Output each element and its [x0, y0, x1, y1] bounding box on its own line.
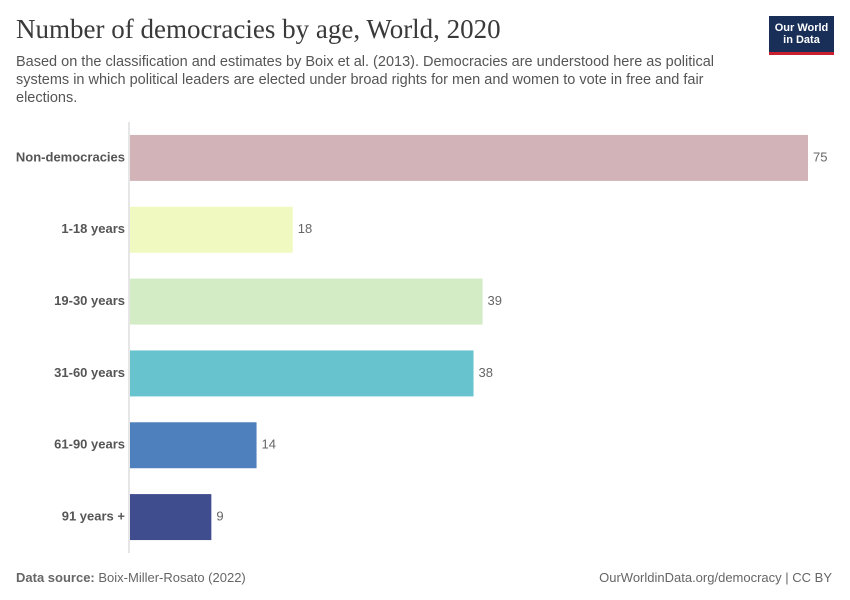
value-label: 9	[216, 509, 223, 524]
value-label: 75	[813, 149, 827, 164]
source-text: Boix-Miller-Rosato (2022)	[98, 570, 246, 585]
bar	[130, 494, 212, 541]
bar	[130, 422, 257, 469]
bar	[130, 350, 474, 397]
logo[interactable]: Our World in Data	[769, 16, 834, 55]
source-label: Data source:	[16, 570, 95, 585]
category-label: 1-18 years	[61, 221, 125, 236]
chart-title: Number of democracies by age, World, 202…	[16, 14, 501, 44]
category-label: 61-90 years	[54, 437, 125, 452]
logo-line: Our World	[774, 22, 829, 34]
value-label: 18	[298, 221, 312, 236]
logo-line: in Data	[783, 34, 820, 46]
category-label: 19-30 years	[54, 293, 125, 308]
category-label: Non-democracies	[16, 149, 125, 164]
footer-link[interactable]: OurWorldinData.org/democracy | CC BY	[599, 570, 832, 585]
value-label: 39	[488, 293, 502, 308]
source: Data source: Boix-Miller-Rosato (2022)	[16, 570, 246, 585]
bar	[130, 278, 483, 325]
value-label: 38	[479, 365, 493, 380]
chart-subtitle: Based on the classification and estimate…	[16, 54, 714, 106]
value-label: 14	[262, 437, 276, 452]
bar	[130, 134, 808, 181]
bar	[130, 206, 293, 253]
category-label: 31-60 years	[54, 365, 125, 380]
category-label: 91 years +	[62, 509, 126, 524]
